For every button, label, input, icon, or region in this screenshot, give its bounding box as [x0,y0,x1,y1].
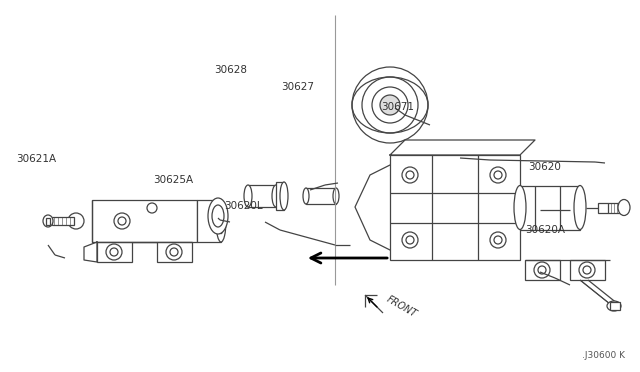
Ellipse shape [333,188,339,204]
Ellipse shape [618,199,630,215]
Bar [525,260,560,280]
Circle shape [110,248,118,256]
Ellipse shape [280,182,288,210]
Bar [390,155,520,260]
Bar [248,185,276,207]
Circle shape [380,95,400,115]
Ellipse shape [272,185,280,207]
Ellipse shape [244,185,252,207]
Circle shape [166,244,182,260]
Circle shape [147,203,157,213]
Circle shape [494,171,502,179]
Circle shape [170,248,178,256]
Circle shape [490,167,506,183]
Circle shape [538,266,546,274]
Circle shape [402,232,418,248]
Bar [157,242,192,262]
Bar [97,242,132,262]
Circle shape [579,262,595,278]
Bar [598,202,608,212]
Text: 30620A: 30620A [525,225,564,235]
Bar [520,186,580,230]
Circle shape [534,262,550,278]
Text: 30625A: 30625A [154,175,194,185]
Bar [92,200,197,242]
Text: 30620L: 30620L [224,201,262,211]
Polygon shape [84,242,97,262]
Polygon shape [355,165,390,250]
Bar [570,260,605,280]
Circle shape [494,236,502,244]
Ellipse shape [607,301,621,311]
Text: 30621A: 30621A [16,154,56,164]
Bar [610,302,620,310]
Ellipse shape [352,67,428,143]
Ellipse shape [43,215,53,227]
Text: 30671: 30671 [381,102,414,112]
Circle shape [118,217,126,225]
Circle shape [583,266,591,274]
Text: .J30600 K: .J30600 K [582,351,625,360]
Bar [276,182,284,210]
Bar [306,188,336,204]
Bar [46,218,50,224]
Ellipse shape [218,208,224,234]
Circle shape [114,213,130,229]
Bar [197,200,221,242]
Text: 30628: 30628 [214,65,248,75]
Circle shape [406,236,414,244]
Ellipse shape [212,205,224,227]
Circle shape [402,167,418,183]
Ellipse shape [68,213,84,229]
Circle shape [490,232,506,248]
Ellipse shape [574,186,586,230]
Ellipse shape [216,200,226,242]
Ellipse shape [372,87,408,123]
Ellipse shape [514,186,526,230]
Circle shape [406,171,414,179]
Ellipse shape [303,188,309,204]
Bar [52,217,74,225]
Ellipse shape [208,198,228,234]
Text: 30627: 30627 [282,82,315,92]
Ellipse shape [362,77,418,133]
Text: 30620: 30620 [528,162,561,172]
Polygon shape [390,140,535,155]
Circle shape [106,244,122,260]
Text: FRONT: FRONT [385,294,419,320]
